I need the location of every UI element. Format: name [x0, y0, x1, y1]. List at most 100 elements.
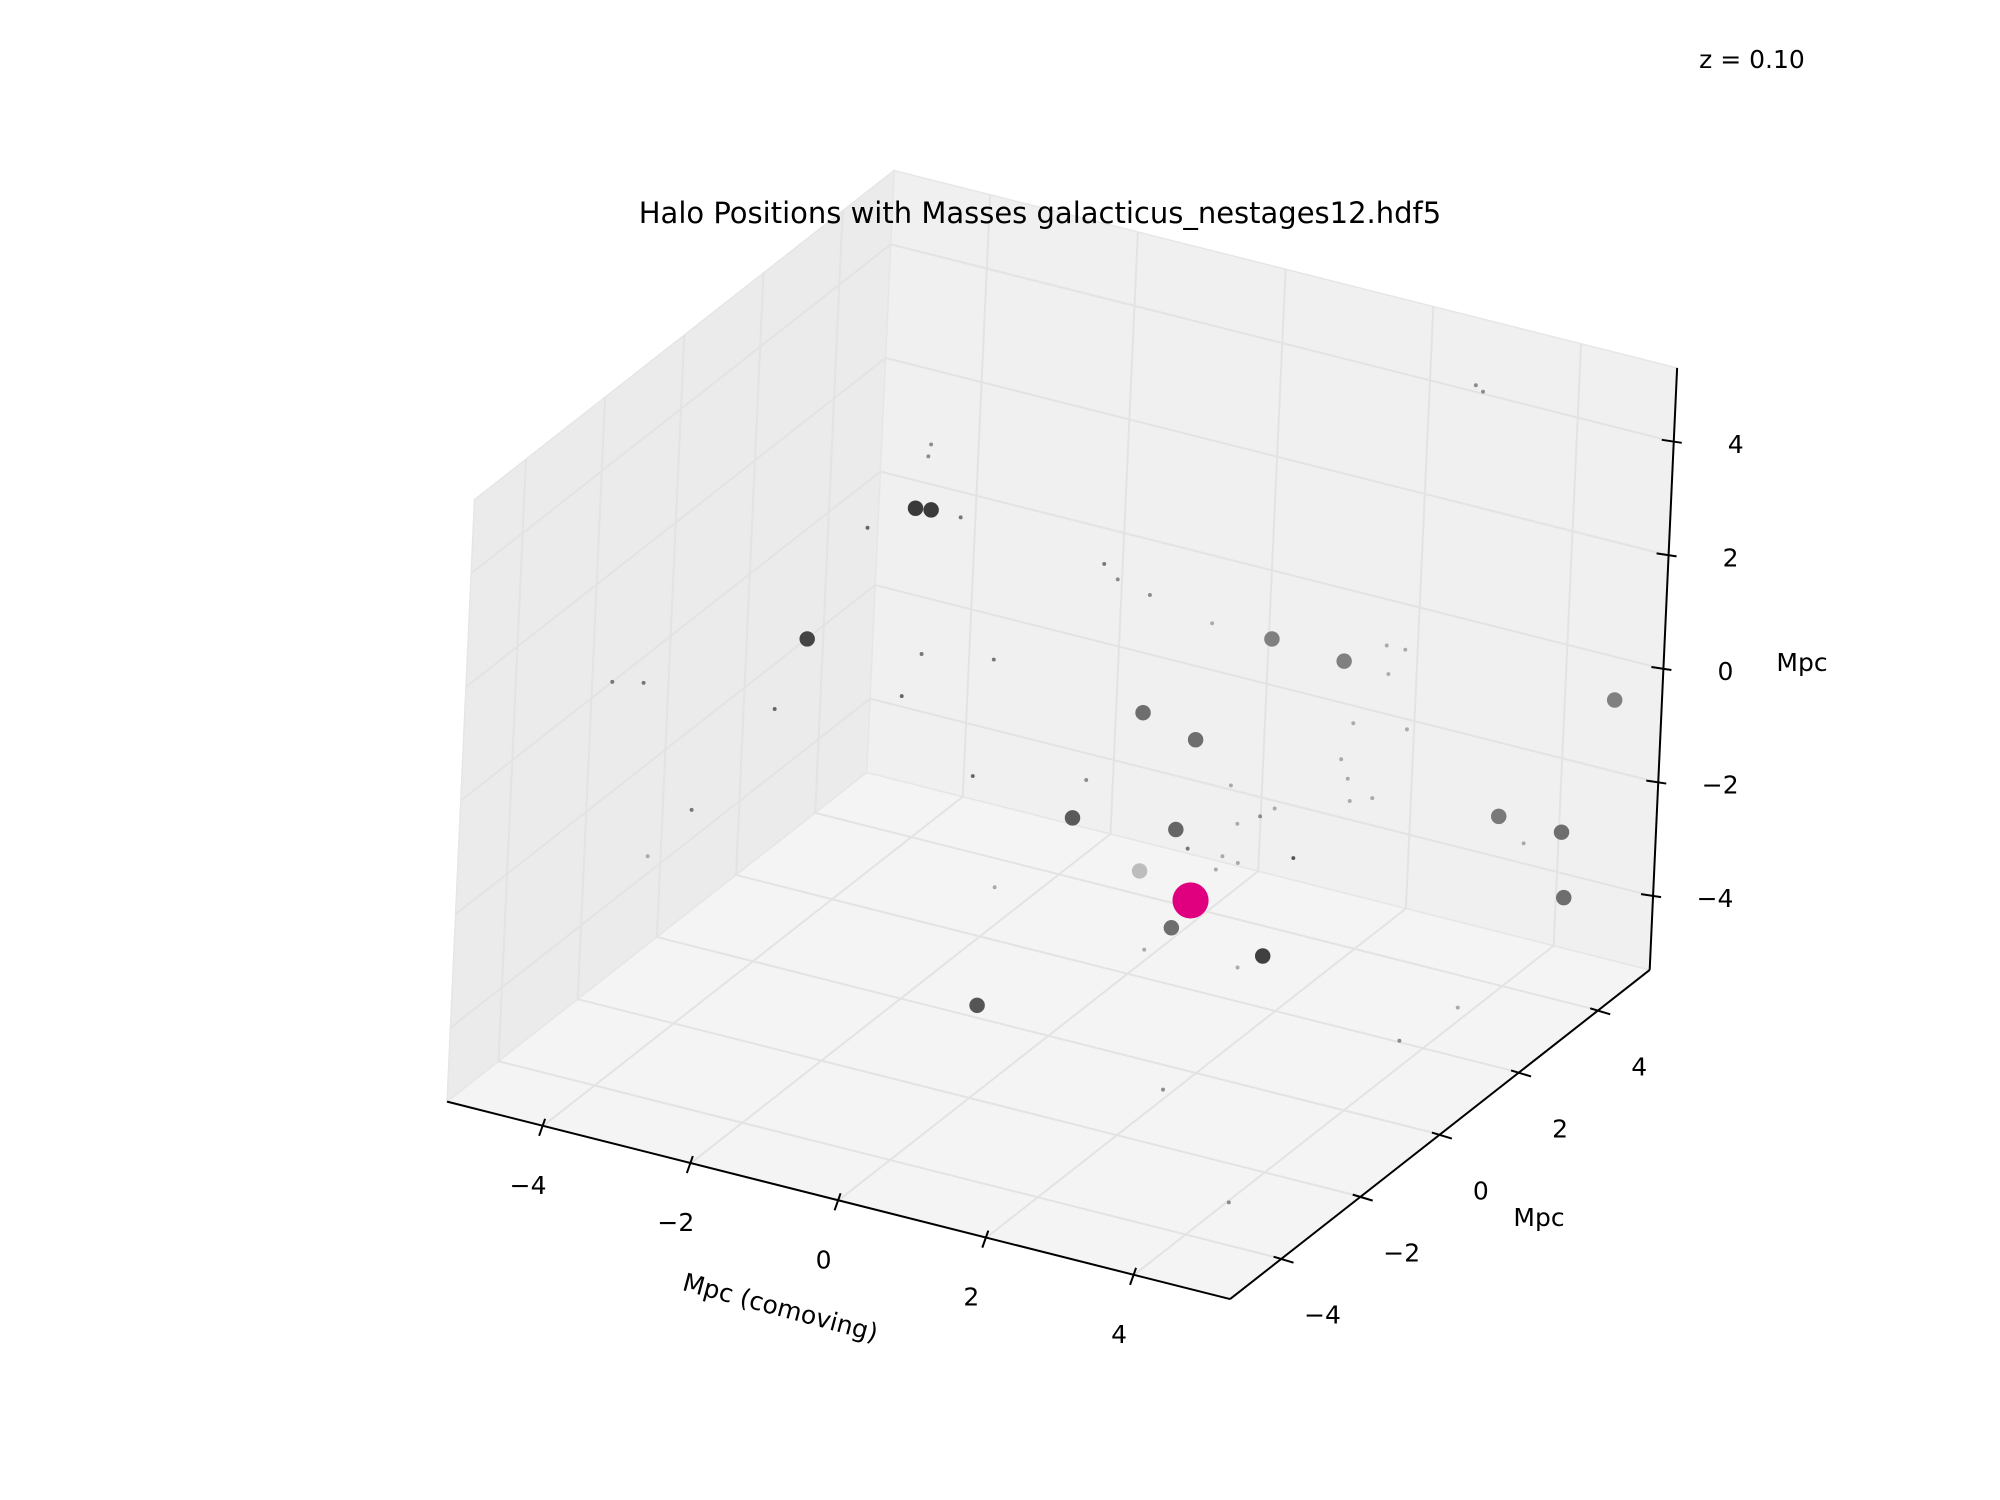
- halo-point: [1235, 821, 1240, 826]
- z-axis-label: Mpc: [1776, 648, 1827, 677]
- halo-point: [1521, 841, 1526, 846]
- y-tick-label: −2: [1383, 1239, 1420, 1268]
- y-tick-label: 0: [1473, 1177, 1489, 1206]
- halo-point: [1235, 861, 1240, 865]
- halo-point: [899, 694, 904, 699]
- halo-point: [1264, 631, 1280, 647]
- halo-point: [970, 774, 975, 779]
- annotation: z = 0.10: [1699, 45, 1805, 74]
- halo-point: [1397, 1038, 1402, 1043]
- halo-point: [645, 854, 650, 859]
- tick-mark: [833, 1193, 842, 1211]
- x-tick-label: 0: [816, 1245, 832, 1274]
- halo-point: [1291, 856, 1296, 860]
- halo-point: [1258, 814, 1263, 819]
- grid-line: [577, 998, 1361, 1198]
- halo-point: [907, 500, 924, 516]
- halo-point: [799, 631, 815, 647]
- grid-line: [814, 811, 1599, 1012]
- halo-point: [1172, 882, 1209, 919]
- halo-point: [610, 679, 615, 684]
- halo-point: [1553, 824, 1570, 840]
- halo-point: [1386, 672, 1391, 677]
- halo-point: [1606, 692, 1623, 708]
- halo-point: [969, 997, 985, 1014]
- y-axis-label: Mpc: [1513, 1203, 1564, 1232]
- halo-point: [1384, 643, 1389, 648]
- halo-point: [1168, 821, 1184, 838]
- halo-point: [1345, 776, 1350, 781]
- halo-point: [1347, 799, 1352, 803]
- halo-point: [1210, 621, 1215, 626]
- halo-point: [1370, 796, 1375, 801]
- halo-point: [772, 707, 777, 711]
- axes: −4 −2 0 2 4 −4 −2 0 2 4 −4 −2 0 2 4: [446, 367, 1744, 1349]
- tick-mark: [685, 1155, 694, 1174]
- tick-mark: [1646, 779, 1667, 785]
- halo-point: [1455, 1005, 1460, 1010]
- tick-mark: [1510, 1069, 1532, 1078]
- chart-title: Halo Positions with Masses galacticus_ne…: [639, 196, 1441, 230]
- x-tick-label: 2: [963, 1283, 979, 1312]
- halo-point: [929, 442, 934, 447]
- z-tick-label: 2: [1723, 543, 1739, 572]
- grid-line: [880, 470, 1664, 670]
- halo-point: [641, 680, 646, 685]
- halo-point: [1213, 867, 1218, 872]
- grid-line: [885, 356, 1669, 557]
- tick-mark: [538, 1118, 547, 1137]
- tick-mark: [1661, 438, 1682, 444]
- halo-point: [1131, 863, 1148, 879]
- panes: [445, 168, 1678, 1300]
- x-tick-label: 4: [1111, 1320, 1127, 1349]
- halo-point: [1220, 854, 1225, 859]
- halo-point: [1339, 757, 1344, 762]
- halo-point: [1163, 920, 1180, 936]
- halo-point: [1135, 704, 1151, 721]
- tick-mark: [1640, 893, 1662, 899]
- y-tick-label: −4: [1304, 1301, 1341, 1330]
- halo-point: [1481, 389, 1485, 394]
- halo-point: [1187, 732, 1204, 748]
- tick-mark: [1129, 1267, 1137, 1286]
- halo-point: [1084, 777, 1089, 782]
- halo-point: [1161, 1087, 1166, 1092]
- halo-point: [1272, 806, 1277, 811]
- y-tick-label: 4: [1631, 1052, 1647, 1081]
- halo-point: [1336, 653, 1352, 669]
- halo-point: [1556, 889, 1572, 906]
- halo-point: [1403, 647, 1408, 652]
- halo-point: [865, 525, 870, 530]
- halo-point: [1235, 965, 1240, 970]
- halo-point: [1404, 727, 1409, 732]
- grid-line: [890, 243, 1674, 443]
- halo-point: [1102, 561, 1107, 566]
- halo-point: [1115, 577, 1120, 582]
- tick-mark: [1651, 665, 1672, 671]
- grid-line: [465, 357, 887, 688]
- z-tick-label: 0: [1717, 657, 1733, 686]
- halo-point: [1147, 592, 1152, 597]
- grid-line: [470, 243, 892, 575]
- halo-point: [1142, 947, 1147, 952]
- halo-point: [1226, 1200, 1231, 1205]
- halo-point: [1254, 948, 1271, 964]
- z-tick-label: −2: [1702, 771, 1739, 800]
- tick-mark: [1431, 1131, 1453, 1140]
- tick-mark: [1656, 552, 1677, 558]
- halo-point: [1064, 810, 1081, 826]
- halo-point: [958, 515, 963, 520]
- tick-mark: [1589, 1007, 1611, 1016]
- z-tick-label: 4: [1728, 430, 1744, 459]
- grid-line: [498, 1060, 1282, 1260]
- grid-line: [874, 584, 1659, 784]
- halo-point: [919, 652, 924, 656]
- grid-line: [449, 697, 871, 1029]
- x-tick-label: −4: [510, 1171, 547, 1200]
- halo-point: [1351, 721, 1356, 726]
- halo-point: [1473, 383, 1478, 388]
- tick-mark: [981, 1230, 990, 1248]
- halo-point: [1228, 783, 1233, 788]
- grid-line: [735, 873, 1520, 1074]
